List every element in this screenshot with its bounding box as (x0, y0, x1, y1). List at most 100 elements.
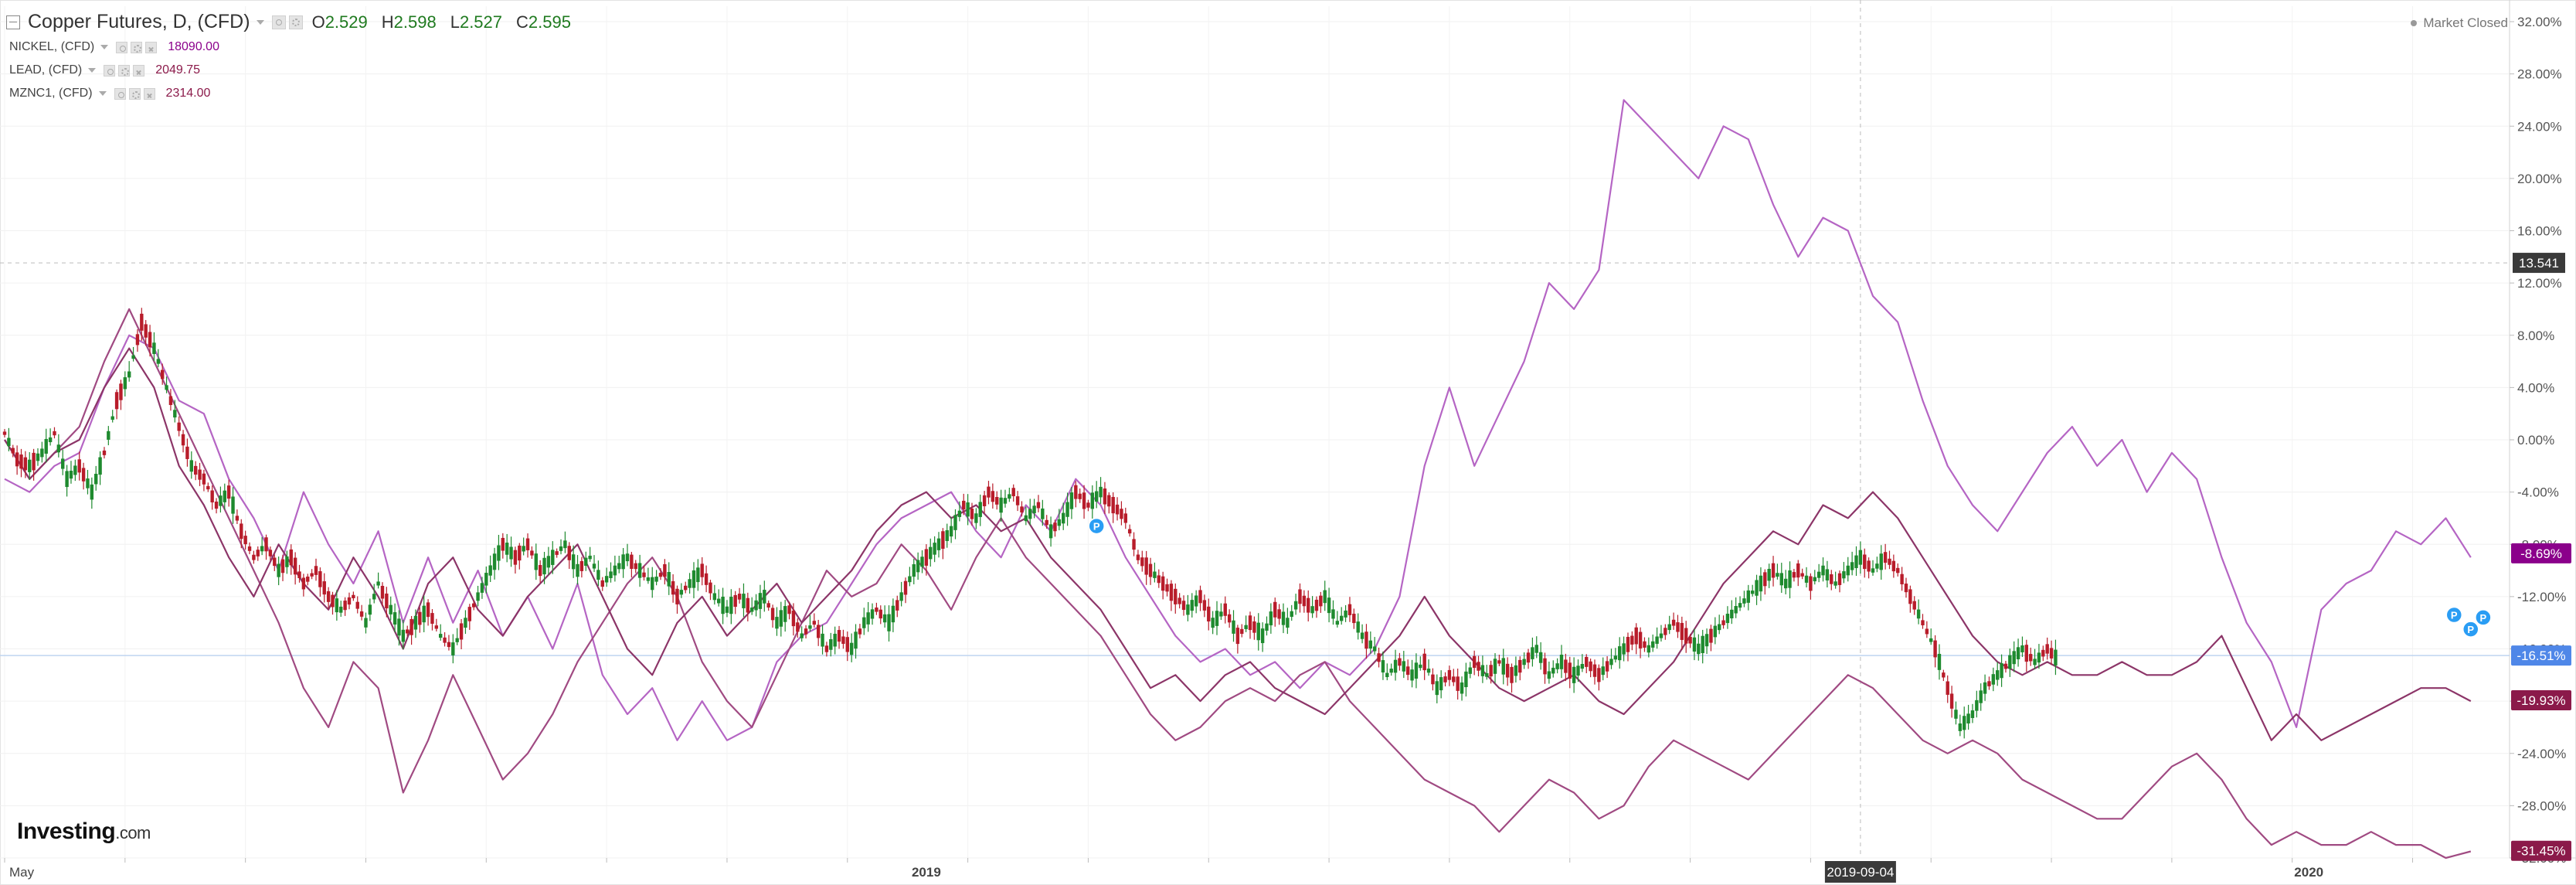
candle-body (709, 582, 712, 594)
candle-body (168, 396, 173, 405)
chevron-down-icon[interactable] (98, 91, 107, 96)
candle-body (966, 502, 970, 517)
settings-icon[interactable] (128, 87, 141, 100)
indicator-name[interactable]: MZNC1, (CFD) (9, 87, 93, 100)
candle-body (135, 334, 140, 345)
candle-body (987, 486, 991, 498)
candle-body (630, 554, 634, 569)
candle-body (1821, 565, 1825, 576)
candle-body (2012, 651, 2016, 665)
candle-body (1028, 509, 1032, 519)
candle-body (845, 637, 849, 652)
candle-body (1779, 573, 1783, 586)
candle-body (264, 537, 268, 552)
candle-body (1664, 628, 1667, 635)
visibility-icon[interactable] (271, 15, 286, 29)
candle-body (297, 571, 301, 579)
candle-body (459, 623, 464, 640)
candle-body (712, 593, 717, 601)
candle-body (559, 546, 563, 551)
candle-body (1763, 572, 1767, 587)
candle-body (372, 594, 376, 600)
chart-header: Copper Futures, D, (CFD) O2.529 H2.598 L… (6, 11, 585, 33)
candle-body (177, 422, 181, 431)
visibility-icon[interactable] (116, 41, 128, 53)
close-icon[interactable] (143, 87, 155, 100)
settings-icon[interactable] (118, 64, 131, 77)
candle-body (1426, 669, 1431, 673)
candle-body (796, 622, 800, 632)
candle-body (1767, 568, 1771, 581)
candle-body (621, 554, 625, 570)
candle-body (849, 642, 854, 655)
indicator-name[interactable]: LEAD, (CFD) (9, 63, 83, 77)
candle-body (1373, 646, 1377, 652)
candle-body (393, 612, 397, 625)
chevron-down-icon[interactable] (100, 45, 109, 49)
candle-body (887, 614, 891, 631)
candle-body (397, 618, 401, 636)
candle-body (15, 452, 19, 467)
candle-body (1460, 682, 1464, 694)
candle-body (318, 571, 322, 587)
candle-body (1858, 550, 1863, 565)
candle-body (1925, 628, 1929, 635)
collapse-icon[interactable] (6, 15, 20, 29)
investing-logo[interactable]: Investing.com (17, 819, 151, 844)
candle-body (637, 563, 642, 578)
candle-body (1456, 676, 1460, 691)
candle-body (1688, 636, 1692, 644)
candle-body (359, 611, 364, 617)
candle-body (1405, 666, 1410, 676)
candle-body (2041, 649, 2045, 657)
candle-body (1419, 664, 1422, 669)
candle-body (542, 557, 546, 575)
candle-body (1045, 519, 1048, 526)
candle-body (1111, 496, 1115, 514)
candle-body (1713, 625, 1718, 638)
candle-body (1655, 636, 1659, 644)
candle-body (829, 639, 833, 650)
indicator-value: 18090.00 (168, 40, 219, 53)
candle-body (841, 636, 845, 644)
candle-body (140, 313, 144, 331)
chevron-down-icon[interactable] (88, 68, 97, 73)
settings-icon[interactable] (288, 15, 303, 29)
y-tick-label: 0.00% (2517, 433, 2554, 448)
close-icon[interactable] (145, 41, 158, 53)
close-icon[interactable] (133, 64, 145, 77)
chevron-down-icon[interactable] (256, 19, 264, 25)
indicator-lead[interactable]: LEAD, (CFD) 2049.75 (9, 63, 200, 77)
candle-body (1277, 609, 1281, 619)
candle-body (243, 536, 247, 545)
candle-body (102, 450, 107, 455)
indicator-nickel[interactable]: NICKEL, (CFD) 18090.00 (9, 40, 219, 54)
candle-body (1069, 492, 1074, 509)
candle-body (770, 608, 775, 621)
indicator-zinc[interactable]: MZNC1, (CFD) 2314.00 (9, 87, 210, 100)
candle-body (625, 553, 630, 562)
candle-body (882, 614, 887, 623)
candle-body (1622, 643, 1626, 655)
candle-body (1310, 606, 1314, 614)
settings-icon[interactable] (131, 41, 143, 53)
candle-body (2008, 655, 2012, 669)
candle-body (1966, 713, 1970, 724)
candle-body (1605, 661, 1609, 672)
visibility-icon[interactable] (114, 87, 126, 100)
crosshair-price-label: 13.541 (2519, 256, 2559, 271)
candle-body (742, 594, 746, 608)
series-controls (271, 15, 303, 29)
visibility-icon[interactable] (104, 64, 116, 77)
candle-body (1136, 554, 1140, 560)
indicator-name[interactable]: NICKEL, (CFD) (9, 40, 95, 53)
candle-body (667, 572, 671, 587)
candle-body (1630, 635, 1634, 645)
candle-body (2003, 663, 2008, 669)
candle-body (1776, 573, 1779, 577)
candle-body (2049, 648, 2054, 659)
candle-body (1522, 659, 1526, 665)
symbol-title[interactable]: Copper Futures, D, (CFD) (28, 11, 250, 32)
